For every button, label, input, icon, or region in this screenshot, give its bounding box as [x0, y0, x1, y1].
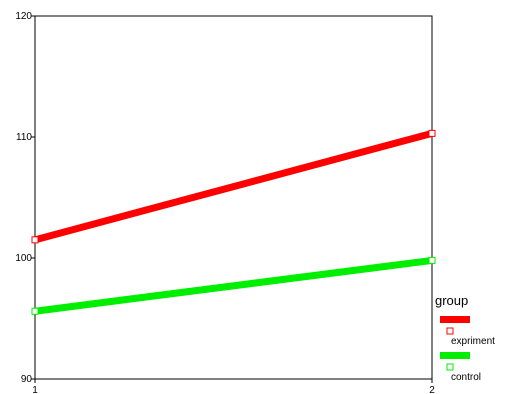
legend: group expriment control [435, 293, 495, 383]
legend-swatch-line-2 [440, 352, 470, 359]
y-tick-label: 110 [16, 132, 32, 143]
series-2-point [31, 307, 39, 315]
series-2-point [428, 256, 436, 264]
y-tick-label: 100 [15, 253, 32, 264]
series-1-point [31, 236, 39, 244]
y-tick-label: 90 [21, 374, 33, 385]
x-tick-label: 1 [32, 385, 38, 394]
legend-label-1: expriment [451, 336, 495, 347]
y-axis: 90 100 110 120 [15, 11, 35, 385]
legend-label-2: control [451, 372, 481, 383]
chart-axes [34, 15, 433, 380]
series-line-1 [34, 129, 433, 244]
y-tick-label: 120 [15, 11, 32, 22]
legend-swatch-marker-2 [446, 363, 454, 371]
x-tick-label: 2 [429, 385, 435, 394]
plot-frame [34, 15, 433, 380]
legend-swatch-marker-1 [446, 327, 454, 335]
legend-swatch-line-1 [440, 316, 470, 323]
series-1-point [428, 129, 436, 137]
series-layer [31, 129, 436, 315]
series-line-2 [34, 256, 433, 315]
legend-title: group [435, 293, 468, 308]
